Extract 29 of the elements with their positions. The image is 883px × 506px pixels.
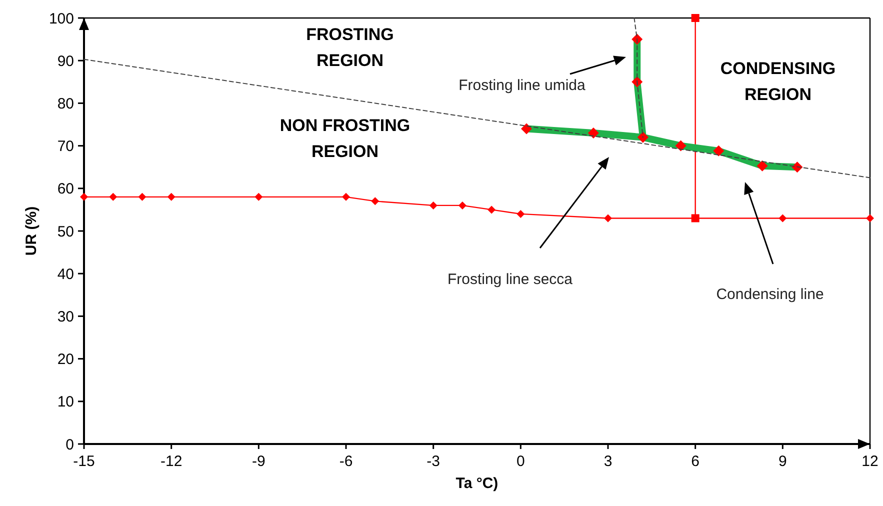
y-tick-label: 70 xyxy=(57,138,74,156)
annotation: NON FROSTING REGION xyxy=(280,116,410,161)
y-tick-label: 30 xyxy=(57,308,74,326)
y-tick-label: 60 xyxy=(57,180,74,198)
x-tick-label: 0 xyxy=(516,453,525,470)
x-axis-title: Ta °C) xyxy=(456,475,498,492)
y-tick-label: 80 xyxy=(57,95,74,112)
x-tick-label: -15 xyxy=(73,453,95,470)
x-tick-label: 3 xyxy=(604,453,612,470)
x-tick-label: 12 xyxy=(862,453,878,470)
y-tick-label: 10 xyxy=(57,394,74,411)
x-tick-label: 9 xyxy=(778,453,787,470)
x-tick-label: -6 xyxy=(339,453,353,470)
y-tick-label: 100 xyxy=(48,10,74,28)
annotation: Condensing line xyxy=(716,286,824,303)
x-tick-label: -3 xyxy=(426,453,440,470)
annotation: Frosting line secca xyxy=(447,271,574,288)
x-tick-label: 6 xyxy=(691,453,700,470)
annotation: FROSTING REGION xyxy=(306,25,394,70)
annotation: Frosting line umida xyxy=(458,77,586,94)
annotation: CONDENSING REGION xyxy=(720,59,836,104)
x-tick-label: -9 xyxy=(252,453,266,470)
y-tick-label: 20 xyxy=(57,351,74,368)
y-axis-title: UR (%) xyxy=(23,206,40,256)
x-tick-label: -12 xyxy=(160,453,182,470)
y-tick-label: 40 xyxy=(57,266,74,283)
y-tick-label: 0 xyxy=(66,436,74,454)
y-tick-label: 50 xyxy=(57,223,74,240)
y-tick-label: 90 xyxy=(57,52,74,70)
